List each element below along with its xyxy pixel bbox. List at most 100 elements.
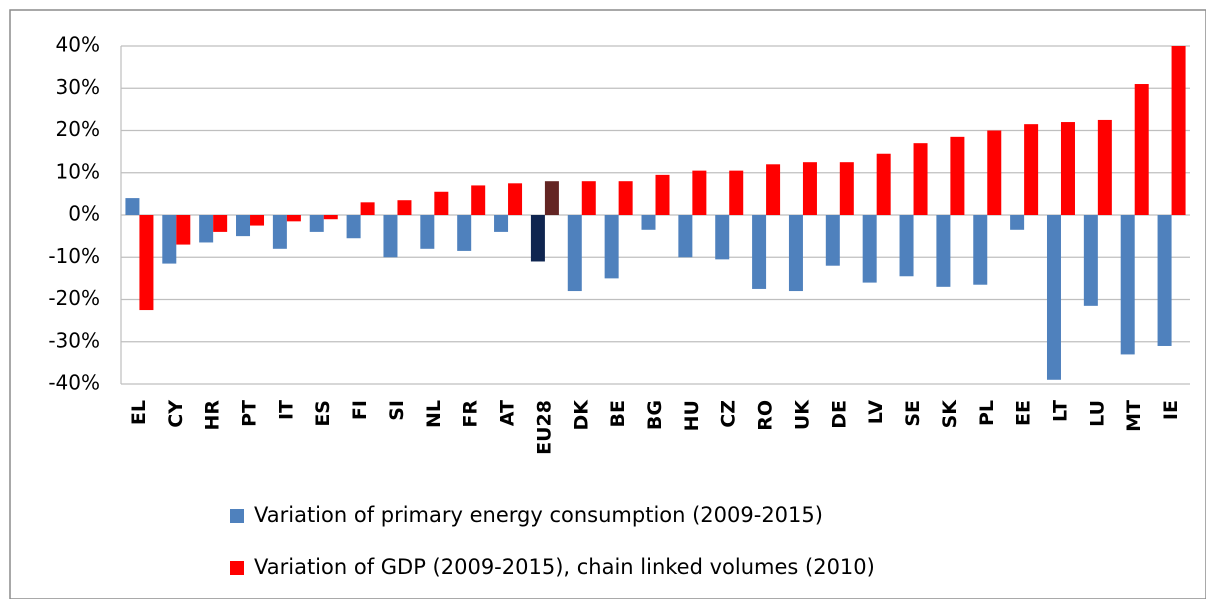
x-tick-label: SI [386,400,408,421]
bar [1083,215,1098,306]
bar [1134,84,1149,216]
bar [802,162,817,215]
y-tick-label: 10% [56,159,100,183]
bar [323,215,338,220]
bar [162,215,177,264]
y-tick-label: 40% [56,33,100,57]
bar [272,215,287,249]
y-tick-label: 20% [56,117,100,141]
bar [286,215,301,222]
x-tick-label: ES [312,400,334,427]
bar [987,130,1002,215]
x-tick-label: CZ [718,400,740,428]
bar [604,215,619,279]
legend-swatch [230,561,244,575]
bar [692,170,707,215]
bar [715,215,730,260]
x-tick-label: BG [644,400,666,430]
bar [655,174,670,215]
bar [641,215,656,230]
bar [397,200,412,215]
x-tick-label: FR [460,400,482,428]
x-tick-label: FI [349,400,371,420]
x-tick-label: HR [202,400,224,431]
y-tick-label: -20% [48,286,100,310]
x-tick-label: LU [1086,400,1108,427]
bar [1097,119,1112,215]
y-tick-label: -10% [48,244,100,268]
bar [176,215,191,245]
bar [530,215,545,262]
x-tick-label: RO [755,400,777,431]
legend-label: Variation of primary energy consumption … [254,503,823,527]
x-tick-label: IT [275,400,297,420]
bar [950,136,965,215]
bar [508,183,523,215]
bar [862,215,877,283]
bar [729,170,744,215]
bar [936,215,951,287]
x-tick-label: IE [1160,400,1182,420]
x-tick-label: PT [239,400,261,427]
bar [544,181,559,215]
bar [125,198,140,215]
x-tick-label: NL [423,400,445,428]
x-tick-label: HU [681,400,703,431]
x-tick-label: SE [902,400,924,427]
bar [913,143,928,215]
bar [139,215,154,311]
bar [788,215,803,292]
bar [1010,215,1025,230]
x-tick-label: DE [828,400,850,429]
bar [457,215,472,251]
x-tick-label: AT [497,400,519,426]
bar [973,215,988,285]
bar [567,215,582,292]
bar [420,215,435,249]
bar [876,153,891,215]
bar [471,185,486,215]
bar [383,215,398,258]
bar [309,215,324,232]
bar [199,215,214,243]
x-tick-label: MT [1123,400,1145,432]
x-tick-label: LV [865,400,887,424]
bar [1060,122,1075,215]
y-tick-label: 0% [68,202,100,226]
x-tick-label: DK [570,399,592,431]
bar [434,191,449,215]
bar [899,215,914,277]
x-tick-label: PL [976,400,998,426]
bar [678,215,693,258]
bar [825,215,840,266]
x-tick-label: BE [607,400,629,427]
x-tick-label: EE [1013,400,1035,426]
bar [839,162,854,215]
bar [1157,215,1172,346]
bar [618,181,633,215]
y-tick-label: -40% [48,371,100,395]
legend-swatch [230,509,244,523]
bar [766,164,781,215]
x-tick-label: EL [128,400,150,425]
bar [581,181,596,215]
x-tick-label: EU28 [533,400,555,455]
bar [346,215,361,239]
bar [360,202,375,215]
y-tick-label: -30% [48,328,100,352]
bar [1120,215,1135,355]
chart-frame [9,9,1206,599]
bar [1024,124,1039,215]
bar [752,215,767,289]
x-tick-label: SK [939,399,961,429]
legend-label: Variation of GDP (2009-2015), chain link… [254,555,875,579]
x-tick-label: LT [1049,400,1071,422]
x-tick-label: UK [791,399,813,430]
bar [250,215,265,226]
bar [1171,46,1186,215]
bar [1046,215,1061,380]
bar [236,215,251,237]
bar [213,215,228,232]
y-tick-label: 30% [56,75,100,99]
